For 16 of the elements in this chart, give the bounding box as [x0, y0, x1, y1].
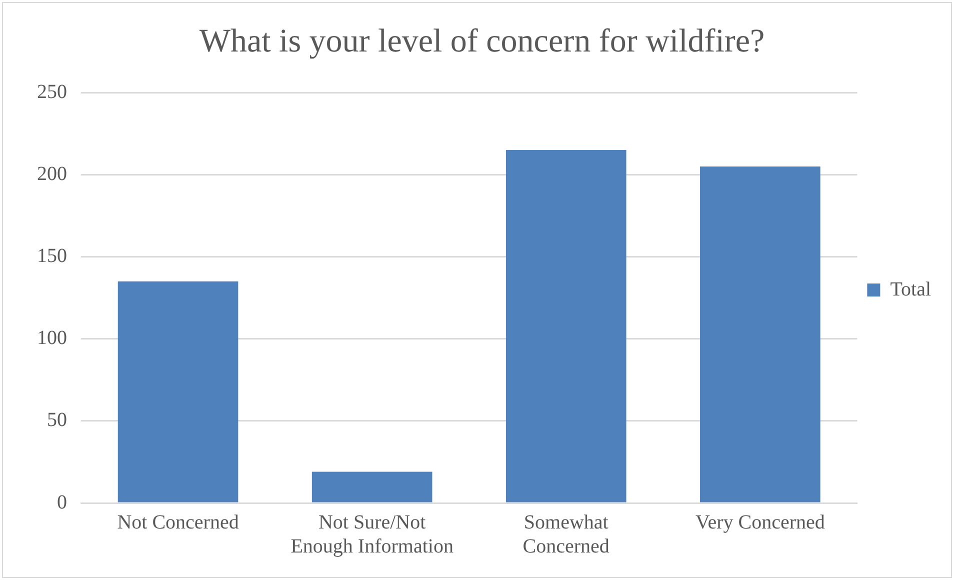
y-tick-label: 0	[57, 491, 67, 514]
x-tick-label: Somewhat Concerned	[522, 511, 610, 558]
y-tick-label: 50	[47, 409, 67, 432]
bar	[506, 150, 626, 502]
x-tick-label: Not Sure/Not Enough Information	[290, 511, 454, 558]
x-tick-label: Not Concerned	[117, 511, 239, 534]
bar	[312, 472, 432, 502]
y-tick-label: 200	[37, 162, 67, 185]
bar	[118, 281, 238, 502]
y-tick-label: 100	[37, 327, 67, 350]
legend-label: Total	[890, 278, 932, 300]
y-tick-label: 150	[37, 245, 67, 268]
chart-title: What is your level of concern for wildfire?	[199, 23, 765, 60]
bar	[700, 166, 820, 502]
y-tick-label: 250	[37, 80, 67, 103]
x-tick-label: Very Concerned	[695, 511, 825, 534]
